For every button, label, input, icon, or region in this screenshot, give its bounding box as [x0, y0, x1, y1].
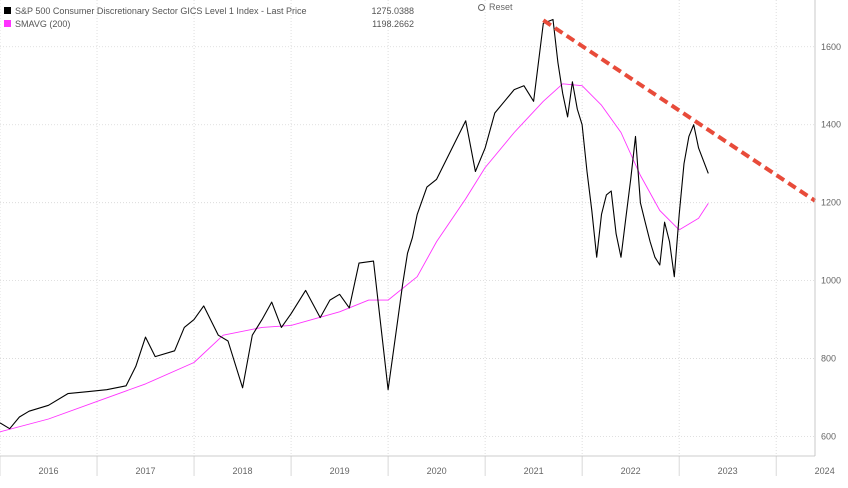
y-tick-label-800: 800: [821, 354, 836, 364]
legend-value-price: 1275.0388: [371, 5, 414, 16]
legend-value-smavg: 1198.2662: [372, 18, 414, 29]
legend-swatch-smavg: [4, 20, 11, 27]
x-tick-label-2022: 2022: [621, 466, 641, 476]
reset-label: Reset: [489, 2, 513, 12]
y-tick-label-1200: 1200: [821, 198, 841, 208]
trendline-0: [542, 18, 817, 203]
legend: S&P 500 Consumer Discretionary Sector GI…: [4, 4, 414, 30]
y-tick-label-1400: 1400: [821, 120, 841, 130]
x-tick-label-2024: 2024: [815, 466, 835, 476]
reset-button[interactable]: Reset: [478, 2, 513, 12]
y-tick-label-1600: 1600: [821, 42, 841, 52]
x-tick-label-2017: 2017: [136, 466, 156, 476]
series-line-smavg: [0, 83, 709, 433]
legend-name-smavg: SMAVG (200): [15, 18, 71, 29]
y-tick-label-1000: 1000: [821, 276, 841, 286]
x-axis: 2016 2017 2018 2019 2020 2021 2022 2023 2024: [0, 455, 835, 476]
x-tick-label-2016: 2016: [38, 466, 58, 476]
grid-lines: [0, 0, 815, 456]
reset-icon: [478, 3, 485, 11]
legend-entry-price: S&P 500 Consumer Discretionary Sector GI…: [4, 4, 414, 17]
legend-entry-smavg: SMAVG (200) 1198.2662: [4, 17, 414, 30]
legend-swatch-price: [4, 7, 11, 14]
x-tick-label-2019: 2019: [330, 466, 350, 476]
series-line-price: [0, 18, 709, 430]
x-tick-label-2018: 2018: [233, 466, 253, 476]
y-axis: 600 800 1000 1200 1400 1600: [814, 0, 841, 456]
legend-name-price: S&P 500 Consumer Discretionary Sector GI…: [15, 5, 307, 16]
annotation-layer: [542, 18, 817, 203]
y-tick-label-600: 600: [821, 432, 836, 442]
x-tick-label-2023: 2023: [718, 466, 738, 476]
x-tick-label-2020: 2020: [427, 466, 447, 476]
x-tick-label-2021: 2021: [524, 466, 544, 476]
series-layer: [0, 18, 709, 433]
